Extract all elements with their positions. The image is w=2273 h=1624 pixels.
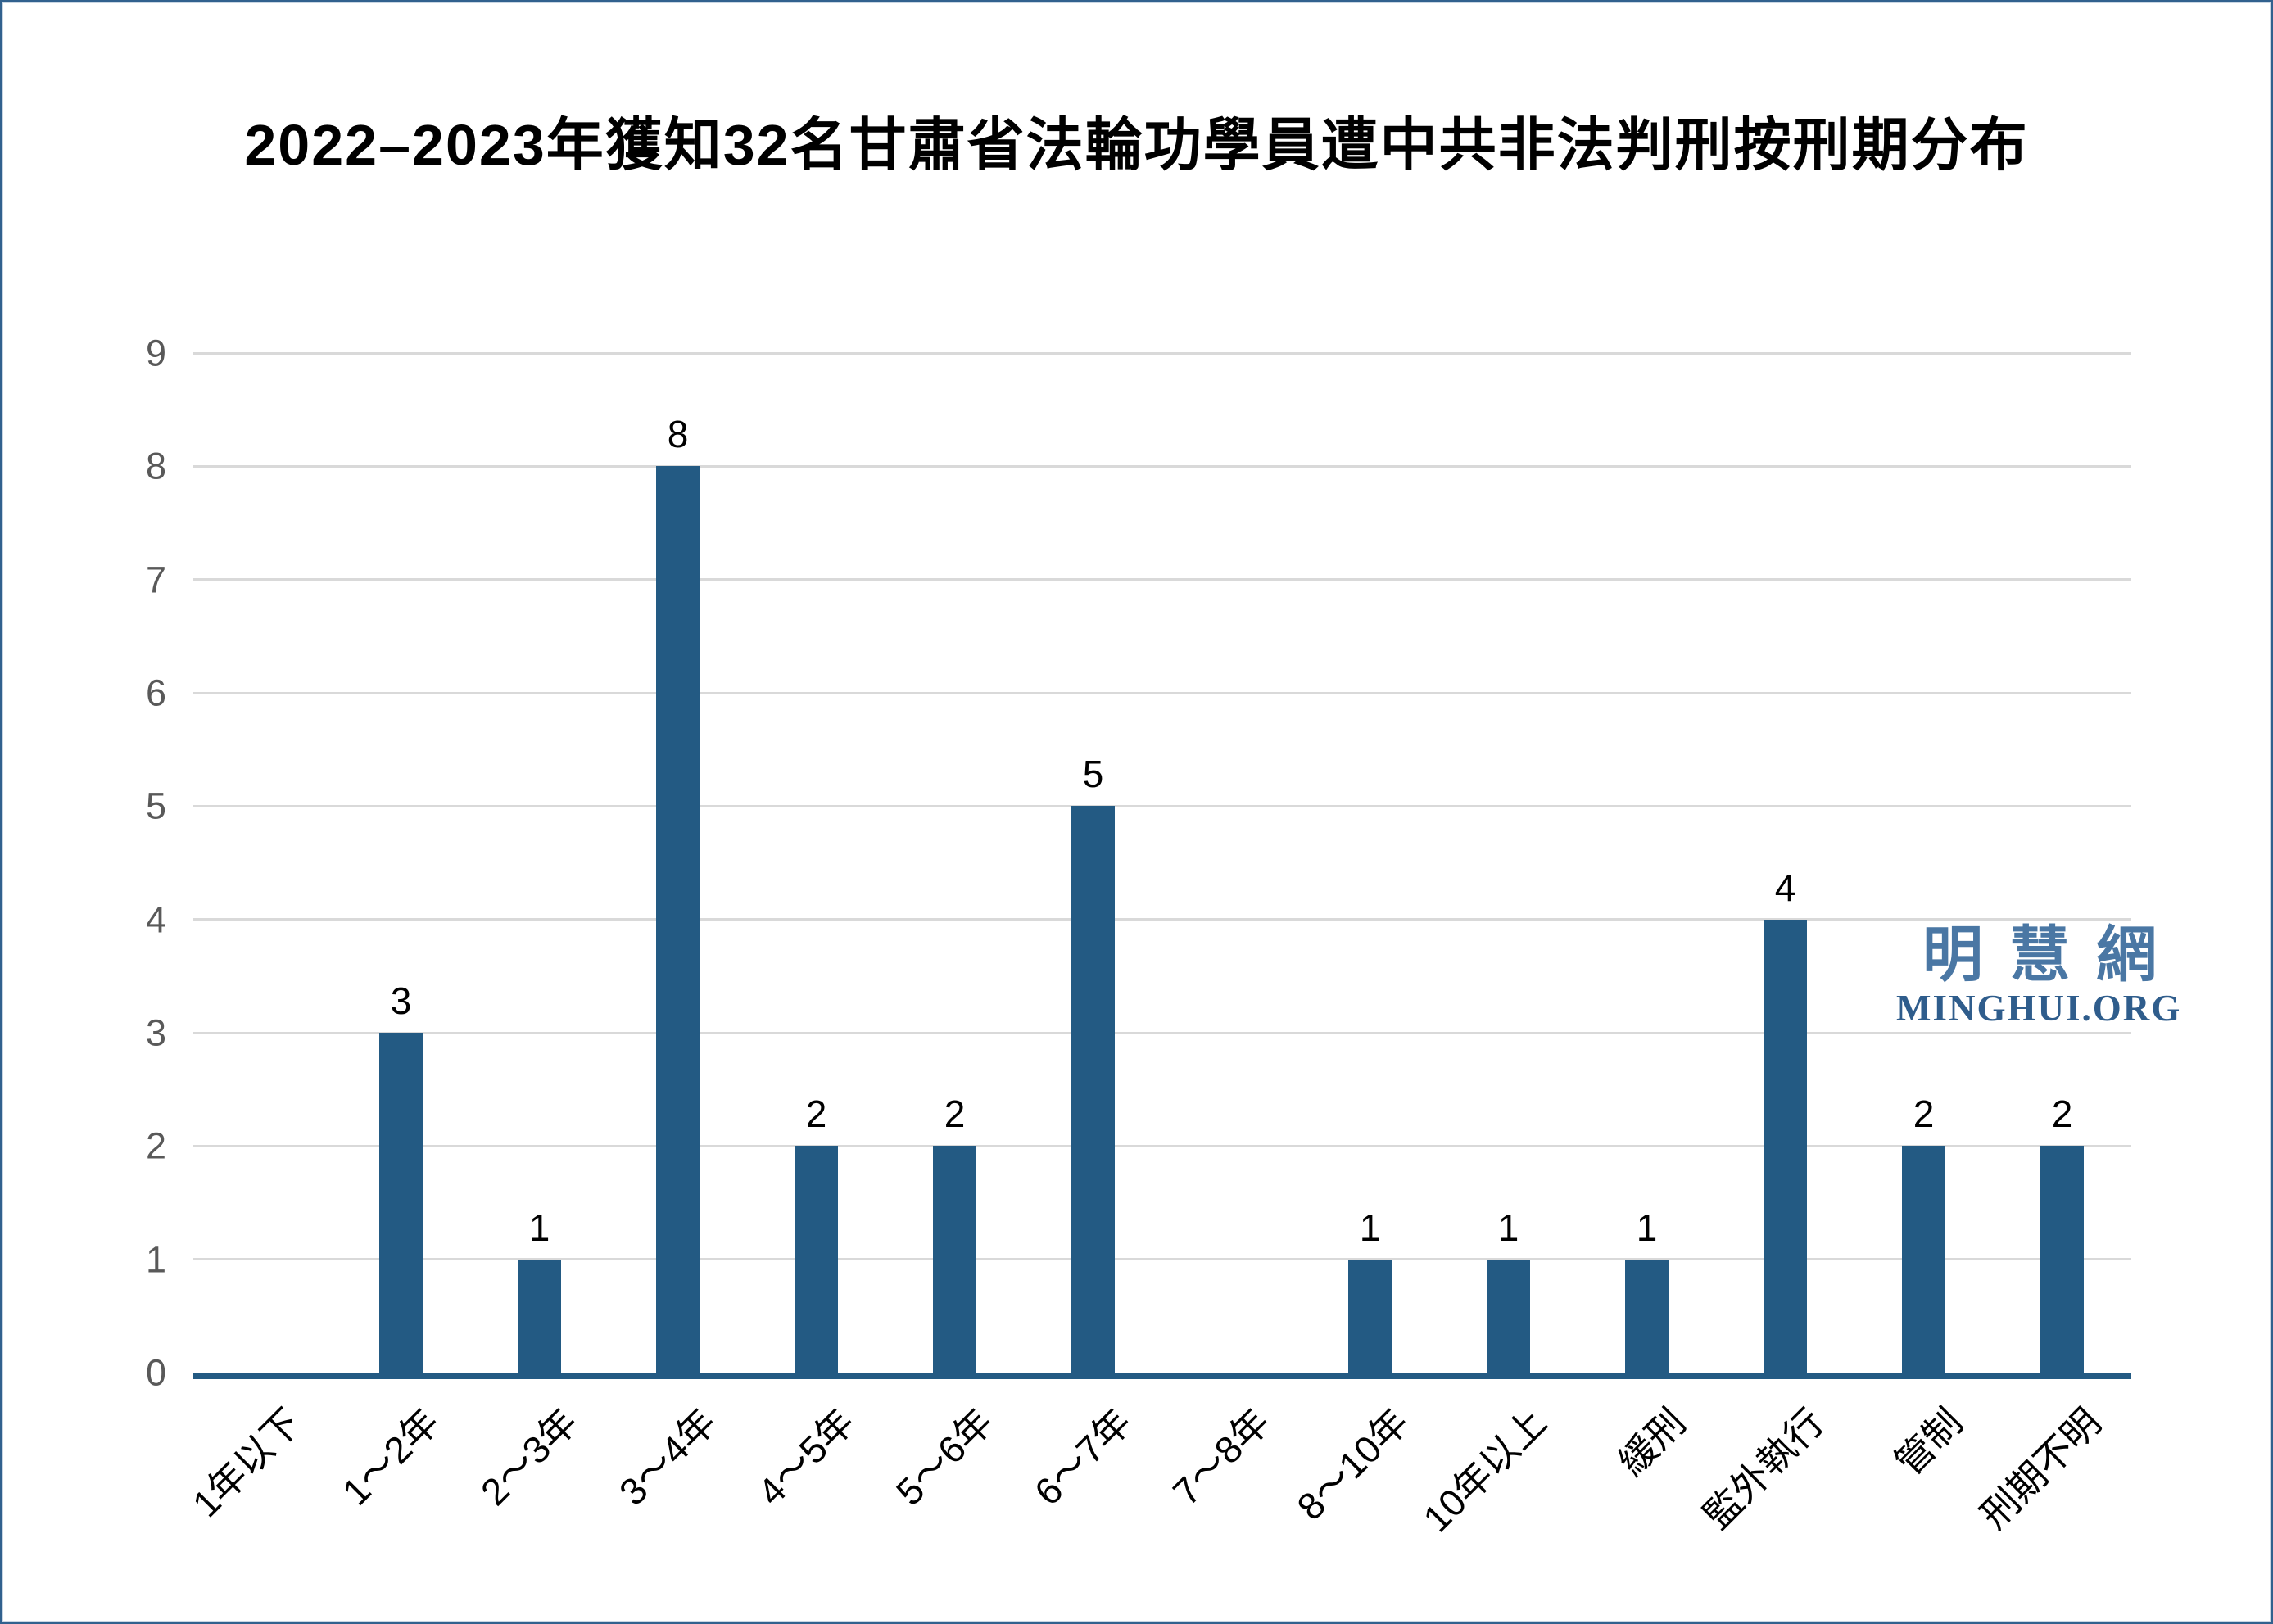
chart-title: 2022–2023年獲知32名甘肅省法輪功學員遭中共非法判刑按刑期分布 <box>244 113 2029 177</box>
gridline <box>193 804 2131 807</box>
x-axis-tick-label: 4～5年 <box>749 1400 863 1513</box>
x-axis-tick-label: 管制 <box>1886 1400 1971 1484</box>
y-axis-tick-label: 0 <box>145 1351 166 1394</box>
y-axis-tick-label: 9 <box>145 332 166 374</box>
gridline <box>193 351 2131 355</box>
bar-value-label: 4 <box>1774 866 1796 909</box>
minghui-watermark-cjk: 明慧網 <box>1922 921 2183 988</box>
gridline <box>193 1031 2131 1034</box>
bar <box>1487 1259 1530 1373</box>
x-axis-labels: 1年以下 1～2年 2～3年 3～4年 4～5年 5～6年 6～7年 7～8年 8～10年 10年… <box>184 1379 2131 1622</box>
y-axis-tick-label: 3 <box>145 1011 166 1054</box>
gridline <box>193 691 2131 694</box>
plot-area: 3 1 8 2 2 5 1 1 1 4 2 2 <box>193 351 2131 1379</box>
x-axis-tick-label: 5～6年 <box>888 1400 1002 1513</box>
bar-value-label: 1 <box>528 1206 550 1249</box>
bar-value-label: 3 <box>390 979 412 1022</box>
x-axis-tick-label: 10年以上 <box>1415 1400 1555 1540</box>
x-axis-tick-label: 2～3年 <box>473 1400 586 1513</box>
bar <box>1071 806 1115 1373</box>
y-axis-tick-label: 7 <box>145 559 166 601</box>
x-axis-tick-label: 1～2年 <box>334 1400 448 1513</box>
y-axis-tick-label: 8 <box>145 445 166 487</box>
bar <box>2040 1146 2084 1373</box>
gridline <box>193 464 2131 468</box>
bar <box>933 1146 976 1373</box>
bar-value-label: 2 <box>944 1092 966 1136</box>
bar-value-label: 2 <box>2051 1092 2073 1136</box>
y-axis-tick-label: 1 <box>145 1238 166 1281</box>
bar-value-label: 5 <box>1082 753 1104 796</box>
x-axis-tick-label: 6～7年 <box>1026 1400 1140 1513</box>
y-axis-tick-label: 6 <box>145 672 166 714</box>
bar <box>379 1033 423 1373</box>
bar-value-label: 2 <box>805 1092 827 1136</box>
bar <box>1348 1259 1392 1373</box>
bar <box>656 466 700 1373</box>
gridline <box>193 1258 2131 1261</box>
x-axis-tick-label: 1年以下 <box>183 1400 310 1526</box>
x-axis-tick-label: 監外執行 <box>1695 1400 1832 1537</box>
x-axis-tick-label: 緩刑 <box>1610 1400 1694 1484</box>
gridline <box>193 918 2131 921</box>
bar-value-label: 1 <box>1497 1206 1519 1249</box>
bar-value-label: 2 <box>1913 1092 1935 1136</box>
x-axis-tick-label: 刑期不明 <box>1972 1400 2109 1537</box>
bar <box>1902 1146 1945 1373</box>
bar <box>518 1259 561 1373</box>
bar-value-label: 1 <box>1359 1206 1381 1249</box>
bar-value-label: 8 <box>667 413 689 456</box>
bar <box>795 1146 838 1373</box>
y-axis-tick-label: 5 <box>145 785 166 827</box>
bar <box>1764 919 1807 1373</box>
gridline <box>193 578 2131 581</box>
minghui-watermark: 明慧網 MINGHUI.ORG <box>1896 921 2183 1029</box>
x-axis-tick-label: 8～10年 <box>1288 1400 1417 1528</box>
x-axis-tick-label: 3～4年 <box>611 1400 725 1513</box>
y-axis-tick-label: 4 <box>145 898 166 941</box>
y-axis-labels: 0 1 2 3 4 5 6 7 8 9 <box>2 335 166 1391</box>
x-axis-tick-label: 7～8年 <box>1165 1400 1279 1513</box>
bar-value-label: 1 <box>1636 1206 1658 1249</box>
gridline <box>193 1144 2131 1147</box>
y-axis-tick-label: 2 <box>145 1124 166 1167</box>
bar <box>1625 1259 1669 1373</box>
minghui-watermark-url: MINGHUI.ORG <box>1896 988 2182 1029</box>
